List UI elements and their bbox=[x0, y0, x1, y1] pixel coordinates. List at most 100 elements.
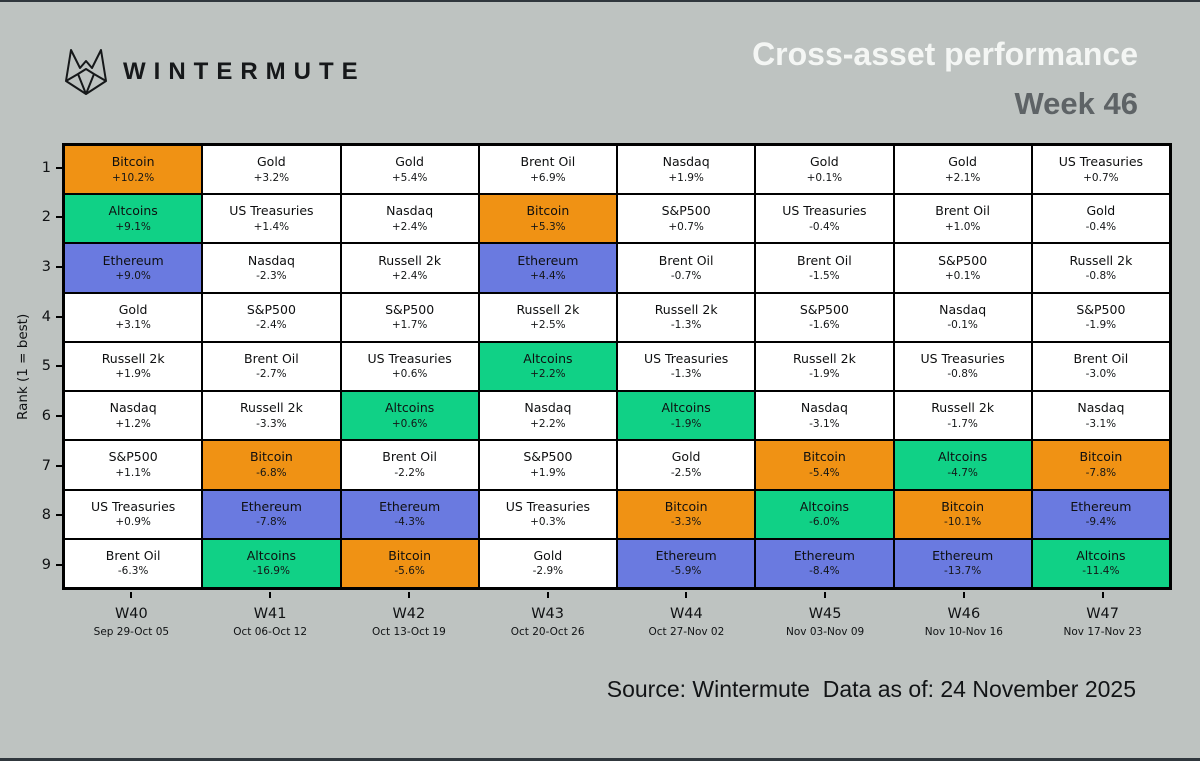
cell-w42-rank4: S&P500 +1.7% bbox=[340, 292, 479, 342]
week-tick bbox=[824, 592, 827, 598]
asset-change: +10.2% bbox=[112, 171, 155, 184]
asset-change: -3.1% bbox=[809, 417, 840, 430]
cell-w43-rank5: Altcoins +2.2% bbox=[478, 341, 617, 392]
week-label: W42 bbox=[392, 606, 426, 622]
cell-w43-rank9: Gold -2.9% bbox=[478, 538, 617, 588]
asset-name: Brent Oil bbox=[935, 203, 990, 219]
asset-change: +4.4% bbox=[530, 270, 566, 283]
asset-name: Altcoins bbox=[523, 350, 573, 366]
asset-change: +0.9% bbox=[115, 516, 151, 529]
asset-change: -1.9% bbox=[809, 368, 840, 381]
rank-tick bbox=[56, 564, 62, 567]
week-axis-col-w43: W43 Oct 20-Oct 26 bbox=[478, 592, 617, 637]
cell-w46-rank5: US Treasuries -0.8% bbox=[893, 341, 1032, 392]
week-axis-col-w45: W45 Nov 03-Nov 09 bbox=[756, 592, 895, 637]
cell-w46-rank8: Bitcoin -10.1% bbox=[893, 489, 1032, 539]
asset-change: -2.5% bbox=[670, 466, 702, 479]
asset-name: Ethereum bbox=[102, 252, 164, 268]
cell-w47-rank9: Altcoins -11.4% bbox=[1031, 538, 1170, 588]
asset-change: -7.8% bbox=[1085, 466, 1117, 479]
week-tick bbox=[407, 592, 410, 598]
asset-name: Russell 2k bbox=[792, 350, 856, 366]
asset-name: Nasdaq bbox=[109, 400, 157, 416]
asset-change: +1.9% bbox=[668, 171, 704, 184]
asset-name: US Treasuries bbox=[90, 498, 176, 514]
asset-name: Brent Oil bbox=[658, 252, 714, 268]
asset-name: Brent Oil bbox=[797, 252, 852, 268]
cell-w44-rank7: Gold -2.5% bbox=[617, 440, 756, 490]
rank-label: 6 bbox=[41, 408, 51, 425]
cell-w46-rank7: Altcoins -4.7% bbox=[893, 440, 1032, 490]
brand-name: WINTERMUTE bbox=[123, 58, 366, 85]
cell-w41-rank2: US Treasuries +1.4% bbox=[202, 194, 341, 244]
rank-grid: Bitcoin +10.2% Altcoins +9.1% Ethereum +9.0% G… bbox=[62, 143, 1172, 590]
cell-w42-rank2: Nasdaq +2.4% bbox=[340, 194, 479, 244]
rank-tick bbox=[56, 216, 62, 219]
chart-subtitle: Week 46 bbox=[1014, 86, 1138, 121]
asset-change: -2.2% bbox=[394, 466, 425, 479]
cell-w44-rank9: Ethereum -5.9% bbox=[617, 538, 756, 588]
rank-label: 9 bbox=[41, 557, 51, 574]
cell-w46-rank4: Nasdaq -0.1% bbox=[893, 292, 1032, 342]
asset-change: -3.1% bbox=[1085, 417, 1117, 430]
asset-name: Gold bbox=[118, 301, 148, 317]
asset-name: Altcoins bbox=[384, 400, 435, 416]
asset-change: -1.6% bbox=[809, 319, 840, 332]
asset-name: Bitcoin bbox=[249, 449, 293, 465]
rank-tick bbox=[56, 514, 62, 517]
rank-axis-row-1: 1 bbox=[24, 143, 62, 193]
asset-name: Russell 2k bbox=[516, 301, 580, 317]
cell-w43-rank4: Russell 2k +2.5% bbox=[478, 292, 617, 342]
week-dates: Oct 13-Oct 19 bbox=[371, 625, 446, 638]
week-dates: Oct 06-Oct 12 bbox=[233, 625, 308, 638]
asset-name: Ethereum bbox=[793, 547, 855, 563]
asset-name: S&P500 bbox=[661, 203, 711, 219]
cell-w45-rank3: Brent Oil -1.5% bbox=[755, 243, 894, 293]
asset-change: -16.9% bbox=[252, 565, 290, 578]
asset-change: +1.2% bbox=[115, 417, 151, 430]
cell-w46-rank6: Russell 2k -1.7% bbox=[893, 391, 1032, 441]
cell-w40-rank1: Bitcoin +10.2% bbox=[64, 145, 203, 195]
week-label: W41 bbox=[253, 606, 287, 622]
rank-axis: 1 2 3 4 5 6 7 8 9 bbox=[24, 143, 62, 590]
asset-change: +0.3% bbox=[530, 516, 566, 529]
cell-w43-rank8: US Treasuries +0.3% bbox=[478, 489, 617, 539]
asset-name: Altcoins bbox=[1076, 547, 1126, 563]
rank-label: 4 bbox=[41, 308, 51, 325]
asset-change: -0.8% bbox=[947, 368, 978, 381]
asset-change: -10.1% bbox=[944, 516, 982, 529]
asset-name: Bitcoin bbox=[802, 449, 846, 465]
rank-axis-row-3: 3 bbox=[24, 242, 62, 292]
rank-tick bbox=[56, 464, 62, 467]
cell-w42-rank1: Gold +5.4% bbox=[340, 145, 479, 195]
asset-change: -3.0% bbox=[1085, 368, 1117, 381]
week-label: W44 bbox=[669, 606, 703, 622]
asset-change: -5.9% bbox=[670, 565, 702, 578]
week-label: W46 bbox=[947, 606, 981, 622]
asset-name: Altcoins bbox=[108, 203, 158, 219]
cell-w45-rank9: Ethereum -8.4% bbox=[755, 538, 894, 588]
rank-label: 1 bbox=[41, 159, 51, 176]
cell-w40-rank6: Nasdaq +1.2% bbox=[64, 391, 203, 441]
asset-name: Bitcoin bbox=[388, 547, 432, 563]
asset-name: Altcoins bbox=[937, 449, 988, 465]
cell-w44-rank8: Bitcoin -3.3% bbox=[617, 489, 756, 539]
asset-name: Nasdaq bbox=[386, 203, 434, 219]
week-tick bbox=[962, 592, 965, 598]
asset-name: Russell 2k bbox=[931, 400, 995, 416]
asset-change: +1.9% bbox=[530, 466, 566, 479]
rank-axis-row-4: 4 bbox=[24, 292, 62, 342]
asset-change: +5.4% bbox=[391, 171, 428, 184]
rank-axis-row-6: 6 bbox=[24, 391, 62, 441]
asset-change: -1.9% bbox=[670, 417, 702, 430]
asset-name: Bitcoin bbox=[526, 203, 570, 219]
cell-w42-rank6: Altcoins +0.6% bbox=[340, 391, 479, 441]
asset-name: Gold bbox=[1086, 203, 1116, 219]
asset-name: Nasdaq bbox=[800, 400, 848, 416]
asset-change: +0.1% bbox=[806, 171, 843, 184]
cell-w40-rank7: S&P500 +1.1% bbox=[64, 440, 203, 490]
asset-change: -11.4% bbox=[1082, 565, 1120, 578]
asset-name: US Treasuries bbox=[920, 350, 1005, 366]
asset-name: Russell 2k bbox=[378, 252, 442, 268]
